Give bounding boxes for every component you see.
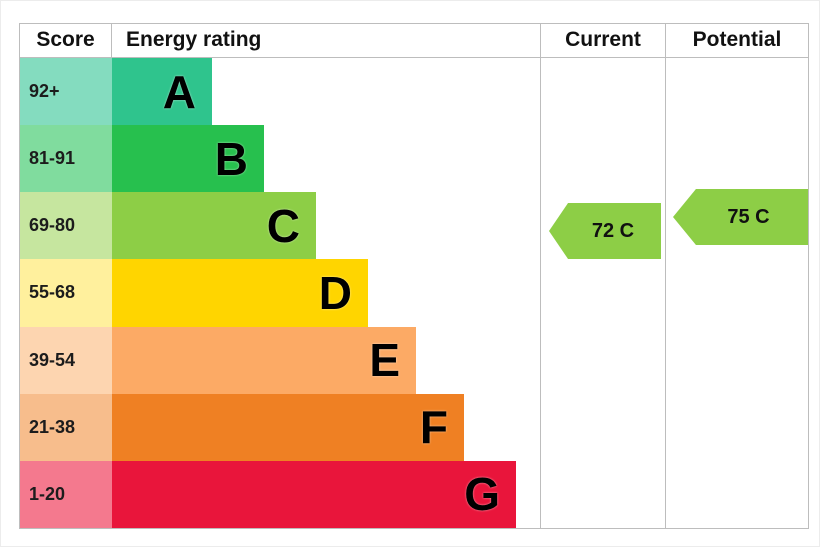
band-letter: G xyxy=(464,468,500,521)
band-score-range: 55-68 xyxy=(20,259,112,327)
band-row-a: 92+ A xyxy=(20,58,808,126)
band-score-range: 81-91 xyxy=(20,125,112,193)
potential-column-header: Potential xyxy=(665,24,808,57)
band-score-range: 69-80 xyxy=(20,192,112,260)
band-row-e: 39-54 E xyxy=(20,326,808,394)
band-letter: B xyxy=(214,132,248,185)
band-bar-g: G xyxy=(112,460,516,528)
band-row-d: 55-68 D xyxy=(20,259,808,327)
band-letter: C xyxy=(266,199,300,252)
band-letter: A xyxy=(162,65,196,118)
band-bar-e: E xyxy=(112,326,416,394)
band-row-c: 69-80 C xyxy=(20,192,808,260)
band-score-range: 1-20 xyxy=(20,460,112,528)
potential-column-divider xyxy=(665,58,666,528)
band-row-f: 21-38 F xyxy=(20,393,808,461)
current-column-header: Current xyxy=(540,24,665,57)
chart-header-row: Score Energy rating Current Potential xyxy=(20,24,808,58)
band-row-b: 81-91 B xyxy=(20,125,808,193)
band-bar-a: A xyxy=(112,58,212,126)
band-score-range: 92+ xyxy=(20,58,112,126)
band-letter: F xyxy=(419,401,448,454)
energy-rating-column-header: Energy rating xyxy=(126,28,262,51)
band-bar-b: B xyxy=(112,125,264,193)
band-bar-f: F xyxy=(112,393,464,461)
band-bar-c: C xyxy=(112,192,316,260)
score-column-header: Score xyxy=(20,24,112,57)
band-letter: E xyxy=(369,334,400,387)
potential-rating-arrow: 75 C xyxy=(673,189,808,245)
band-letter: D xyxy=(318,266,352,319)
band-score-range: 39-54 xyxy=(20,326,112,394)
epc-chart: Score Energy rating Current Potential 92… xyxy=(19,23,809,529)
chart-body: 92+ A 81-91 B 69-80 C 55-68 D 39-54 E 21… xyxy=(20,58,808,528)
current-column-divider xyxy=(540,58,541,528)
band-row-g: 1-20 G xyxy=(20,460,808,528)
band-score-range: 21-38 xyxy=(20,393,112,461)
current-rating-arrow: 72 C xyxy=(549,203,661,259)
band-bar-d: D xyxy=(112,259,368,327)
